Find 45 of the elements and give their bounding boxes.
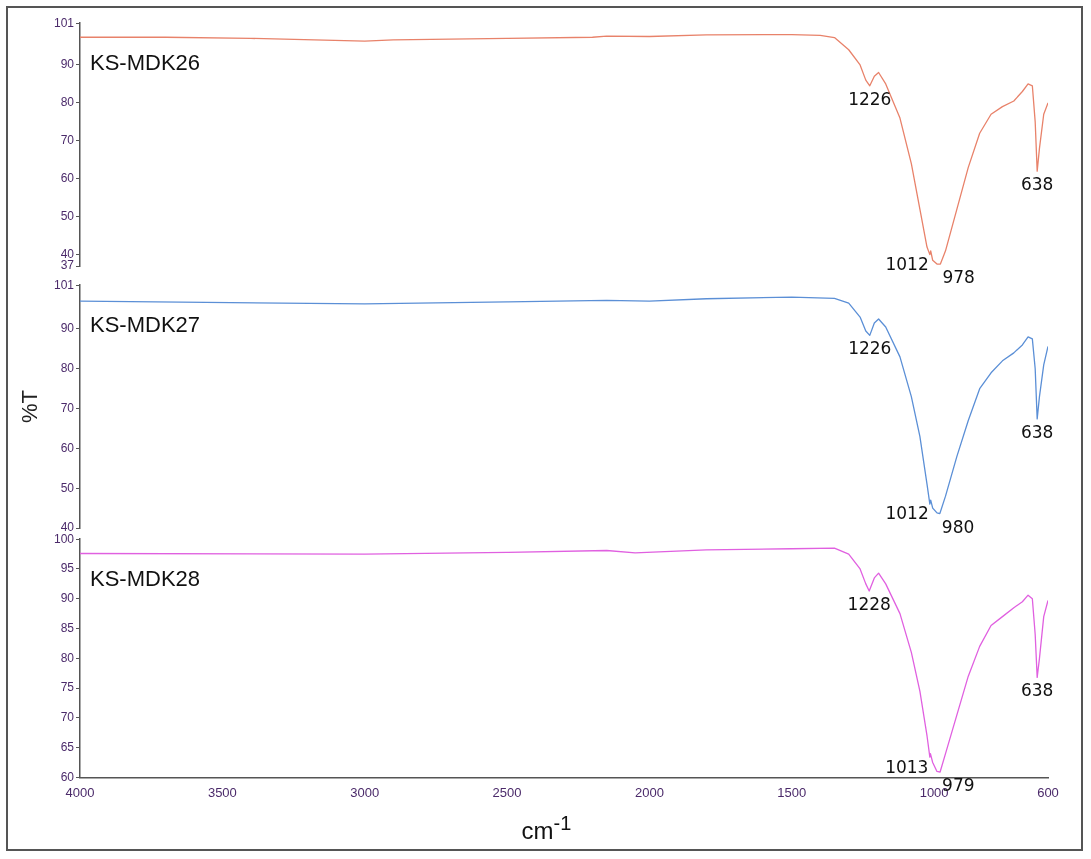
- y-tick-label: 37: [60, 258, 75, 273]
- annotation: 1226: [848, 338, 892, 359]
- y-tick-label: 95: [60, 561, 75, 576]
- x-tick-label: 4000: [65, 784, 95, 800]
- y-tick-label: 60: [60, 171, 75, 186]
- x-tick-label: 3000: [350, 784, 380, 800]
- y-tick-label: 50: [60, 208, 75, 223]
- x-tick-label: 1500: [777, 784, 807, 800]
- series-label: KS-MDK27: [90, 312, 201, 338]
- y-tick-label: 65: [60, 739, 75, 754]
- annotation: 978: [942, 267, 975, 288]
- annotation: 638: [1020, 680, 1054, 701]
- y-tick-label: 80: [60, 95, 75, 110]
- y-tick-label: 90: [60, 591, 75, 606]
- y-tick-label: 85: [60, 620, 75, 635]
- y-tick-label: 80: [60, 650, 75, 665]
- y-tick-label: 75: [60, 680, 75, 695]
- x-axis-title: cm$^{-1}$: [520, 812, 573, 845]
- y-tick-label: 40: [60, 246, 75, 261]
- y-tick-label: 60: [60, 440, 75, 455]
- series-label: KS-MDK28: [90, 566, 201, 592]
- annotation: 638: [1020, 421, 1054, 442]
- annotation: 980: [941, 516, 975, 537]
- y-tick-label: 70: [60, 710, 75, 725]
- y-axis-title: %T: [17, 390, 43, 424]
- annotation: 1012: [885, 253, 929, 274]
- y-tick-label: 80: [60, 361, 75, 376]
- y-tick-label: 70: [60, 133, 75, 148]
- annotation: 638: [1020, 174, 1054, 195]
- annotation: 1013: [885, 756, 929, 777]
- annotation: 1012: [885, 503, 929, 524]
- y-tick-label: 70: [60, 400, 75, 415]
- series-label: KS-MDK26: [90, 50, 201, 76]
- y-tick-label: 90: [60, 57, 75, 72]
- y-tick-label: 101: [53, 277, 75, 292]
- x-tick-label: 2500: [492, 784, 522, 800]
- y-tick-label: 90: [60, 321, 75, 336]
- y-tick-label: 101: [53, 15, 75, 30]
- annotation: 1226: [848, 88, 892, 109]
- x-tick-label: 2000: [634, 784, 664, 800]
- x-tick-label: 3500: [207, 784, 237, 800]
- y-tick-label: 60: [60, 769, 75, 784]
- x-tick-label: 600: [1037, 784, 1059, 800]
- y-tick-label: 50: [60, 480, 75, 495]
- annotation: 1228: [847, 593, 891, 614]
